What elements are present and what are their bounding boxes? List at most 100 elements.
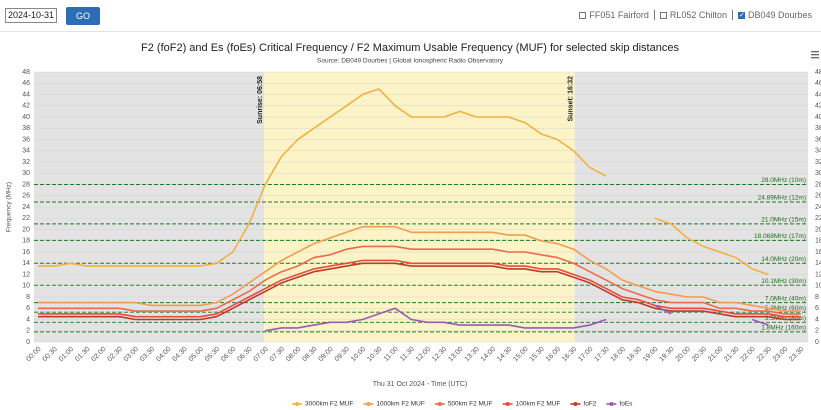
legend-label: 1000km F2 MUF <box>376 401 424 408</box>
station-option[interactable]: RL052 Chilton <box>653 10 732 20</box>
y2-tick-label: 18 <box>815 238 821 245</box>
go-button[interactable]: GO <box>66 7 100 25</box>
series-line <box>38 88 769 276</box>
x-tick-label: 20:00 <box>675 346 692 363</box>
legend-label: 3000km F2 MUF <box>305 401 353 408</box>
y2-tick-label: 48 <box>815 69 821 76</box>
y2-tick-label: 46 <box>815 80 821 87</box>
x-tick-label: 10:00 <box>350 346 367 363</box>
y-tick-label: 20 <box>22 226 30 233</box>
x-tick-label: 14:30 <box>496 346 513 363</box>
y2-tick-label: 4 <box>815 316 819 323</box>
y-tick-label: 32 <box>22 159 30 166</box>
y2-tick-label: 26 <box>815 193 821 200</box>
reference-label: 3.5MHz (80m) <box>765 315 806 322</box>
x-tick-label: 16:00 <box>545 346 562 363</box>
x-tick-label: 18:30 <box>626 346 643 363</box>
x-tick-label: 21:30 <box>723 346 740 363</box>
reference-label: 14.0MHz (20m) <box>761 256 806 263</box>
y2-tick-label: 24 <box>815 204 821 211</box>
series-line <box>265 304 769 332</box>
chart-title: F2 (foF2) and Es (foEs) Critical Frequen… <box>141 42 679 54</box>
y-tick-label: 42 <box>22 103 30 110</box>
y2-tick-label: 34 <box>815 148 821 155</box>
y-tick-label: 40 <box>22 114 30 121</box>
sunrise-label: Sunrise: 06:58 <box>257 76 264 124</box>
x-tick-label: 03:30 <box>139 346 156 363</box>
station-option[interactable]: ✓ DB049 Dourbes <box>731 10 817 20</box>
x-tick-label: 12:00 <box>415 346 432 363</box>
x-tick-label: 08:30 <box>301 346 318 363</box>
menu-icon[interactable] <box>811 51 819 59</box>
x-tick-label: 07:00 <box>253 346 270 363</box>
station-label: DB049 Dourbes <box>747 10 812 20</box>
legend-label: foF2 <box>583 401 596 408</box>
x-tick-label: 06:30 <box>236 346 253 363</box>
y-tick-label: 0 <box>26 339 30 346</box>
x-tick-label: 05:00 <box>188 346 205 363</box>
x-tick-label: 02:00 <box>90 346 107 363</box>
x-tick-label: 11:30 <box>399 346 416 363</box>
reference-label: 10.1MHz (30m) <box>761 278 806 285</box>
station-label: RL052 Chilton <box>669 10 727 20</box>
station-label: FF051 Fairford <box>589 10 649 20</box>
checkbox[interactable]: ✓ <box>737 11 745 19</box>
legend-label: 100km F2 MUF <box>516 401 561 408</box>
reference-label: 18.068MHz (17m) <box>754 233 806 240</box>
date-input[interactable]: 2024-10-31 <box>5 8 57 23</box>
y-tick-label: 8 <box>26 294 30 301</box>
legend-marker <box>295 402 299 406</box>
y-tick-label: 16 <box>22 249 30 256</box>
x-tick-label: 05:30 <box>204 346 221 363</box>
checkbox[interactable] <box>659 11 667 19</box>
y2-tick-label: 42 <box>815 103 821 110</box>
y-tick-label: 44 <box>22 91 30 98</box>
y-tick-label: 18 <box>22 238 30 245</box>
x-tick-label: 04:00 <box>155 346 172 363</box>
y2-tick-label: 8 <box>815 294 819 301</box>
x-tick-label: 06:00 <box>220 346 237 363</box>
y-tick-label: 34 <box>22 148 30 155</box>
series-line <box>38 259 801 318</box>
x-tick-label: 19:00 <box>642 346 659 363</box>
x-tick-label: 13:30 <box>464 346 481 363</box>
y2-tick-label: 28 <box>815 181 821 188</box>
y2-tick-label: 38 <box>815 125 821 132</box>
x-axis-label: Thu 31 Oct 2024 - Time (UTC) <box>373 381 468 388</box>
y2-tick-label: 12 <box>815 271 821 278</box>
y2-tick-label: 30 <box>815 170 821 177</box>
x-tick-label: 16:30 <box>561 346 578 363</box>
y2-tick-label: 2 <box>815 328 819 335</box>
station-option[interactable]: FF051 Fairford <box>574 10 654 20</box>
y-tick-label: 10 <box>22 283 30 290</box>
x-tick-label: 04:30 <box>171 346 188 363</box>
reference-label: 7.0MHz (40m) <box>765 295 806 302</box>
x-tick-label: 18:00 <box>610 346 627 363</box>
toolbar: 2024-10-31 GO FF051 Fairford RL052 Chilto… <box>0 0 821 32</box>
x-tick-label: 07:30 <box>269 346 286 363</box>
series-line <box>38 245 801 315</box>
x-tick-label: 15:00 <box>512 346 529 363</box>
y2-tick-label: 0 <box>815 339 819 346</box>
reference-label: 21.0MHz (15m) <box>761 217 806 224</box>
x-tick-label: 19:30 <box>658 346 675 363</box>
y-tick-label: 38 <box>22 125 30 132</box>
legend-marker <box>437 402 442 406</box>
y2-tick-label: 22 <box>815 215 821 222</box>
x-tick-label: 20:30 <box>691 346 708 363</box>
legend-label: foEs <box>619 401 633 408</box>
y2-tick-label: 40 <box>815 114 821 121</box>
y2-tick-label: 6 <box>815 305 819 312</box>
checkbox[interactable] <box>579 11 587 19</box>
y-tick-label: 22 <box>22 215 30 222</box>
legend: 3000km F2 MUF 1000km F2 MUF 500km F2 MUF 10… <box>292 401 633 408</box>
reference-label: 24.89MHz (12m) <box>758 195 806 202</box>
y-axis-label: Frequency (MHz) <box>6 182 13 232</box>
x-tick-label: 13:00 <box>447 346 464 363</box>
x-tick-label: 00:30 <box>42 346 59 363</box>
x-tick-label: 12:30 <box>431 346 448 363</box>
x-tick-label: 23:30 <box>788 346 805 363</box>
x-tick-label: 10:30 <box>366 346 383 363</box>
